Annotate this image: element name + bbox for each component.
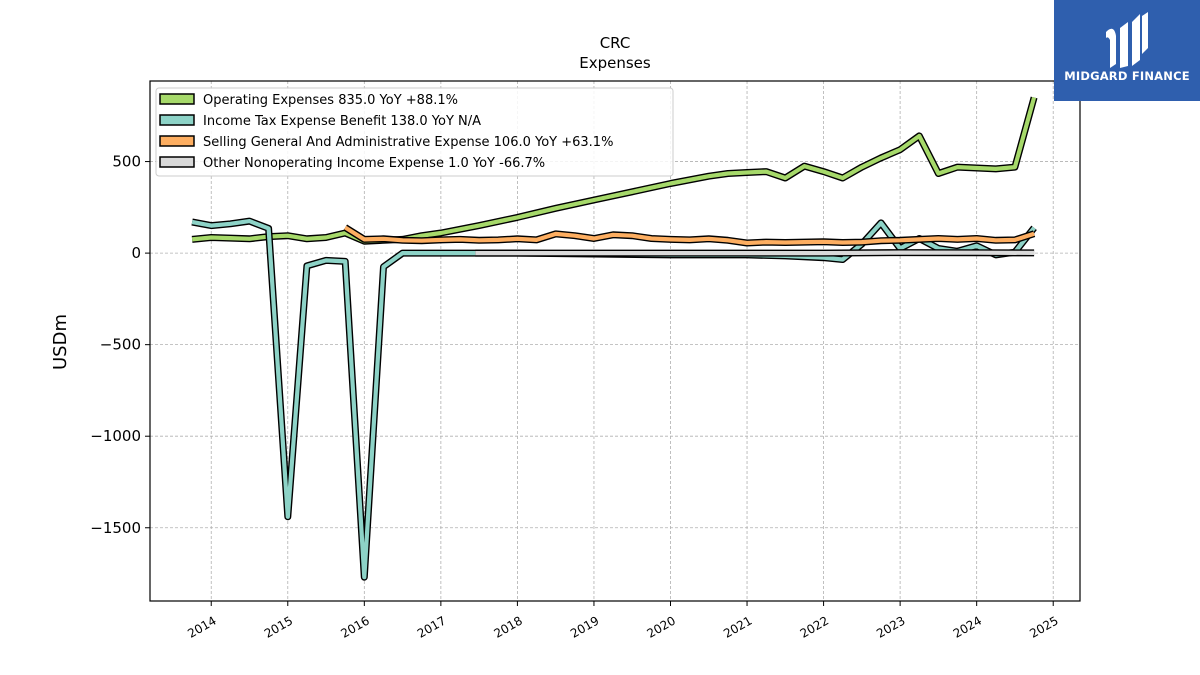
series-3 bbox=[343, 224, 1036, 247]
x-tick-label: 2021 bbox=[721, 613, 754, 640]
y-tick-label: −1000 bbox=[90, 427, 141, 445]
series-line bbox=[344, 225, 1035, 246]
midgard-logo-icon bbox=[1106, 12, 1148, 68]
brand-name: MIDGARD FINANCE bbox=[1064, 69, 1190, 83]
legend-label: Operating Expenses 835.0 YoY +88.1% bbox=[203, 93, 458, 108]
x-tick-label: 2024 bbox=[951, 613, 984, 640]
x-tick-label: 2017 bbox=[415, 613, 448, 640]
legend-label: Selling General And Administrative Expen… bbox=[203, 135, 613, 150]
x-tick-label: 2020 bbox=[645, 613, 678, 640]
y-axis-label: USDm bbox=[50, 314, 71, 370]
chart-subtitle: Expenses bbox=[579, 54, 651, 72]
y-tick-label: 500 bbox=[112, 153, 141, 171]
x-tick-label: 2016 bbox=[338, 613, 371, 640]
x-tick-label: 2014 bbox=[185, 613, 218, 640]
y-tick-label: 0 bbox=[131, 244, 141, 262]
x-tick-label: 2019 bbox=[568, 613, 601, 640]
legend-label: Other Nonoperating Income Expense 1.0 Yo… bbox=[203, 156, 545, 171]
legend-box bbox=[155, 87, 674, 177]
series-line bbox=[475, 250, 1035, 256]
y-axis-ticks: 500 0 −500 −1000 −1500 bbox=[90, 153, 150, 537]
legend-swatch bbox=[159, 135, 195, 147]
series-line-outline bbox=[191, 217, 1037, 581]
legend-swatch bbox=[159, 156, 195, 168]
y-tick-label: −1500 bbox=[90, 519, 141, 537]
series-4 bbox=[475, 249, 1035, 257]
legend: Operating Expenses 835.0 YoY +88.1% Incom… bbox=[155, 87, 674, 177]
x-axis-ticks: 2014 2015 2016 2017 2018 2019 2020 2021 2022 2023… bbox=[185, 601, 1061, 641]
series-line bbox=[191, 219, 1036, 580]
series-line bbox=[191, 96, 1037, 244]
series-2 bbox=[191, 217, 1037, 581]
plot-frame bbox=[149, 80, 1081, 602]
legend-label: Income Tax Expense Benefit 138.0 YoY N/A bbox=[203, 114, 481, 129]
series-lines bbox=[191, 96, 1038, 581]
x-tick-label: 2015 bbox=[262, 613, 295, 640]
legend-swatch bbox=[159, 114, 195, 126]
x-tick-label: 2018 bbox=[491, 613, 524, 640]
legend-swatch bbox=[159, 93, 195, 105]
chart-title: CRC bbox=[600, 34, 631, 52]
series-1 bbox=[191, 96, 1038, 245]
x-tick-label: 2025 bbox=[1027, 613, 1060, 640]
x-tick-label: 2022 bbox=[798, 613, 831, 640]
x-tick-label: 2023 bbox=[874, 613, 907, 640]
brand-logo: MIDGARD FINANCE bbox=[1054, 0, 1200, 101]
y-tick-label: −500 bbox=[100, 336, 141, 354]
